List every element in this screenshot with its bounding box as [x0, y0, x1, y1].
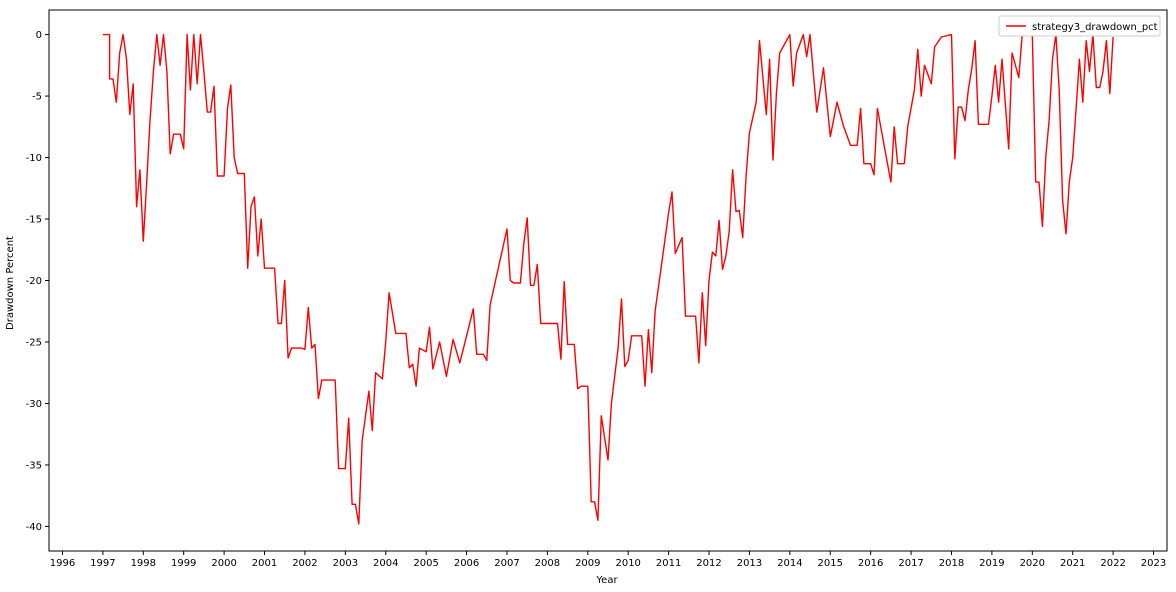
- x-tick-label: 2021: [1060, 558, 1085, 569]
- x-tick-label: 2015: [818, 558, 843, 569]
- y-tick-label: -40: [26, 522, 42, 533]
- y-tick-label: -10: [26, 153, 42, 164]
- y-tick-label: -30: [26, 399, 42, 410]
- y-tick-label: -5: [32, 92, 42, 103]
- x-tick-label: 2008: [535, 558, 560, 569]
- y-tick-label: -15: [26, 215, 42, 226]
- x-tick-label: 1997: [90, 558, 115, 569]
- y-tick-label: -25: [26, 337, 42, 348]
- x-tick-label: 2013: [737, 558, 762, 569]
- legend-label: strategy3_drawdown_pct: [1032, 22, 1158, 33]
- plot-area: 1996 1997 1998 1999 2000 2001 2002 2003 2004 2005…: [26, 9, 1168, 569]
- x-tick-label: 1999: [171, 558, 196, 569]
- y-tick-label: -35: [26, 460, 42, 471]
- series-line-strategy3-drawdown: [102, 33, 1114, 525]
- x-tick-label: 2012: [696, 558, 721, 569]
- legend-box: [998, 15, 1161, 37]
- x-tick-label: 1998: [131, 558, 156, 569]
- x-tick-label: 2011: [656, 558, 681, 569]
- x-tick-label: 2017: [898, 558, 923, 569]
- x-tick-label: 2010: [615, 558, 640, 569]
- x-tick-label: 2022: [1100, 558, 1125, 569]
- x-tick-label: 2005: [413, 558, 438, 569]
- x-tick-label: 2009: [575, 558, 600, 569]
- y-tick-label: 0: [36, 30, 42, 41]
- x-tick-label: 1996: [50, 558, 75, 569]
- x-tick-label: 2019: [979, 558, 1004, 569]
- x-tick-label: 2014: [777, 558, 802, 569]
- x-tick-label: 2023: [1141, 558, 1166, 569]
- x-axis-title: Year: [595, 575, 618, 586]
- x-tick-label: 2003: [333, 558, 358, 569]
- legend: strategy3_drawdown_pct: [998, 15, 1161, 37]
- x-tick-label: 2006: [454, 558, 479, 569]
- x-tick-label: 2016: [858, 558, 883, 569]
- x-tick-label: 2018: [939, 558, 964, 569]
- x-tick-label: 2020: [1020, 558, 1045, 569]
- x-tick-label: 2007: [494, 558, 519, 569]
- x-tick-label: 2001: [252, 558, 277, 569]
- y-tick-label: -20: [26, 276, 42, 287]
- x-tick-label: 2000: [211, 558, 236, 569]
- y-axis-title: Drawdown Percent: [5, 236, 16, 330]
- x-tick-label: 2002: [292, 558, 317, 569]
- x-tick-label: 2004: [373, 558, 398, 569]
